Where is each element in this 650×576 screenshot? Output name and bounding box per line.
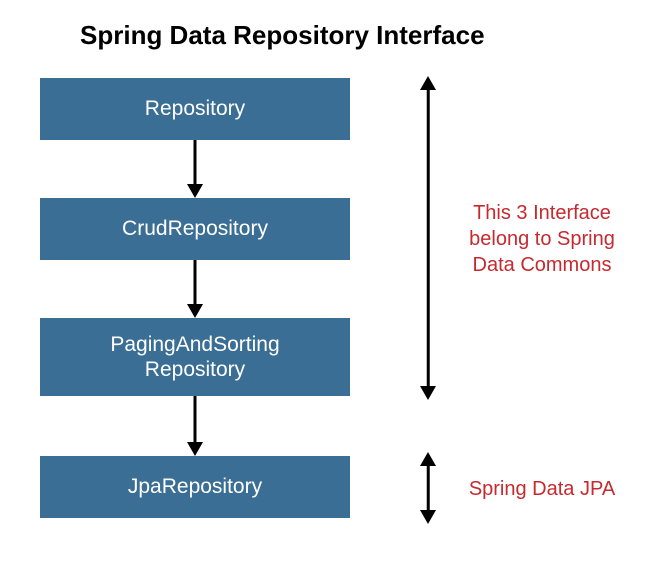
node-paging-and-sorting-repository: PagingAndSorting Repository	[40, 318, 350, 396]
node-jpa-repository: JpaRepository	[40, 456, 350, 518]
node-label: PagingAndSorting Repository	[110, 332, 279, 382]
node-label: JpaRepository	[128, 474, 262, 499]
node-repository: Repository	[40, 78, 350, 140]
annotation-jpa: Spring Data JPA	[452, 476, 632, 502]
bracket-commons	[420, 76, 436, 400]
node-label: CrudRepository	[122, 216, 268, 241]
arrow-crud-to-paging	[187, 260, 203, 318]
node-label: Repository	[145, 96, 245, 121]
arrow-repository-to-crud	[187, 140, 203, 198]
annotation-commons: This 3 Interface belong to Spring Data C…	[452, 200, 632, 278]
node-crud-repository: CrudRepository	[40, 198, 350, 260]
bracket-jpa	[420, 452, 436, 524]
arrow-paging-to-jpa	[187, 396, 203, 456]
diagram-title: Spring Data Repository Interface	[80, 20, 485, 51]
